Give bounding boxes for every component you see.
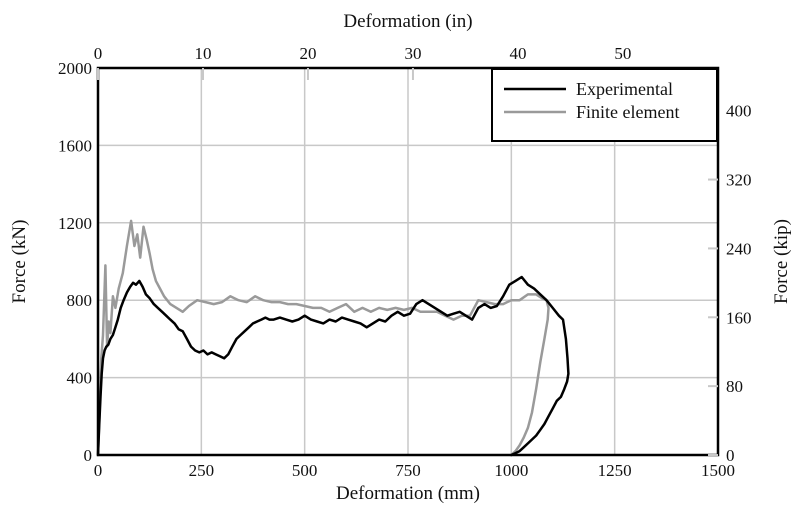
x2-tick-label: 20 <box>299 44 316 63</box>
x2-tick-labels: 0 10 20 30 40 50 <box>94 44 632 63</box>
legend-label-finite-element: Finite element <box>576 102 679 122</box>
y-tick-label: 800 <box>67 291 93 310</box>
y2-tick-label: 240 <box>726 239 752 258</box>
y-tick-label: 1200 <box>58 214 92 233</box>
x-tick-label: 1250 <box>598 461 632 480</box>
x-tick-label: 250 <box>189 461 215 480</box>
x-tick-labels: 0 250 500 750 1000 1250 1500 <box>94 461 735 480</box>
y-tick-labels: 0 400 800 1200 1600 2000 <box>58 59 92 465</box>
legend-label-experimental: Experimental <box>576 79 673 99</box>
y2-tick-label: 320 <box>726 171 752 190</box>
y-axis-title: Force (kN) <box>9 220 30 304</box>
series-line-finite-element <box>96 219 550 457</box>
x2-tick-label: 50 <box>614 44 631 63</box>
y2-tick-label: 0 <box>726 446 735 465</box>
y2-tick-label: 160 <box>726 308 752 327</box>
y-tick-label: 1600 <box>58 136 92 155</box>
y2-tick-label: 400 <box>726 102 752 121</box>
x-tick-label: 1500 <box>701 461 735 480</box>
x2-tick-label: 10 <box>194 44 211 63</box>
series-line-experimental <box>96 275 570 457</box>
x2-tick-label: 30 <box>404 44 421 63</box>
x-tick-label: 0 <box>94 461 103 480</box>
plot-frame <box>96 66 720 457</box>
y2-axis-title: Force (kip) <box>771 219 792 304</box>
y2-tick-label: 80 <box>726 377 743 396</box>
x-tick-label: 1000 <box>494 461 528 480</box>
legend-box <box>491 68 718 142</box>
y-tick-label: 2000 <box>58 59 92 78</box>
x-tick-label: 500 <box>292 461 318 480</box>
x-tick-label: 750 <box>395 461 421 480</box>
legend: Experimental Finite element <box>491 68 718 142</box>
x2-axis-title: Deformation (in) <box>343 11 472 32</box>
y2-tick-labels: 0 80 160 240 320 400 <box>726 102 752 465</box>
y-tick-label: 0 <box>84 446 93 465</box>
y-tick-label: 400 <box>67 369 93 388</box>
x-axis-title: Deformation (mm) <box>336 483 480 504</box>
x2-tick-label: 40 <box>509 44 526 63</box>
series-layer <box>96 219 570 457</box>
x2-tick-label: 0 <box>94 44 103 63</box>
